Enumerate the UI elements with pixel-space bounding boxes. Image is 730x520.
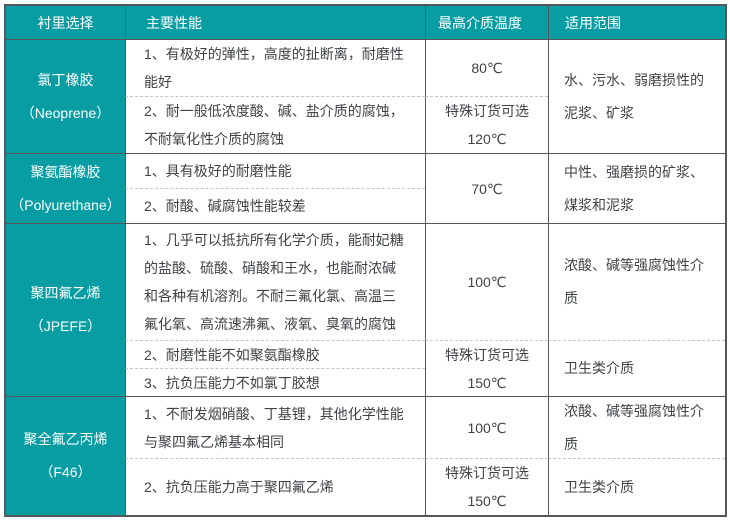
temp-cell: 特殊订货可选 150℃ [425,458,548,515]
scope-cell: 卫生类介质 [548,340,725,396]
performance-cell: 3、抗负压能力不如氯丁胶想 [125,368,425,396]
temp-cell: 80℃ [425,39,548,96]
header-performance: 主要性能 [125,6,425,39]
scope-cell: 水、污水、弱磨损性的 泥浆、矿浆 [548,39,725,153]
material-cell-f46: 聚全氟乙丙烯 （F46） [6,396,125,515]
performance-cell: 2、耐酸、碱腐蚀性能较差 [125,188,425,223]
scope-cell: 浓酸、碱等强腐蚀性介 质 [548,396,725,458]
performance-cell: 2、耐磨性能不如聚氨酯橡胶 [125,340,425,368]
temp-cell: 特殊订货可选 150℃ [425,340,548,396]
performance-cell: 2、抗负压能力高于聚四氟乙烯 [125,458,425,515]
scope-cell: 中性、强磨损的矿浆、 煤浆和泥浆 [548,153,725,223]
material-cell-ptfe: 聚四氟乙烯 （JPEFE） [6,223,125,396]
header-lining: 衬里选择 [6,6,125,39]
temp-cell: 特殊订货可选 120℃ [425,96,548,153]
temp-cell: 70℃ [425,153,548,223]
lining-selection-table: 衬里选择 主要性能 最高介质温度 适用范围 氯丁橡胶 （Neoprene） 聚氨… [4,4,727,517]
performance-cell: 1、有极好的弹性，高度的扯断离，耐磨性 能好 [125,39,425,96]
performance-cell: 1、不耐发烟硝酸、丁基锂，其他化学性能 与聚四氟乙烯基本相同 [125,396,425,458]
scope-cell: 卫生类介质 [548,458,725,515]
scope-cell: 浓酸、碱等强腐蚀性介 质 [548,223,725,340]
material-cell-polyurethane: 聚氨酯橡胶 （Polyurethane） [6,153,125,223]
performance-cell: 2、耐一般低浓度酸、碱、盐介质的腐蚀， 不耐氧化性介质的腐蚀 [125,96,425,153]
performance-cell: 1、几乎可以抵抗所有化学介质，能耐妃糖 的盐酸、硫酸、硝酸和王水，也能耐浓碱 和… [125,223,425,340]
material-cell-neoprene: 氯丁橡胶 （Neoprene） [6,39,125,153]
header-max-temp: 最高介质温度 [425,6,548,39]
temp-cell: 100℃ [425,396,548,458]
header-scope: 适用范围 [548,6,725,39]
performance-cell: 1、具有极好的耐磨性能 [125,153,425,188]
temp-cell: 100℃ [425,223,548,340]
